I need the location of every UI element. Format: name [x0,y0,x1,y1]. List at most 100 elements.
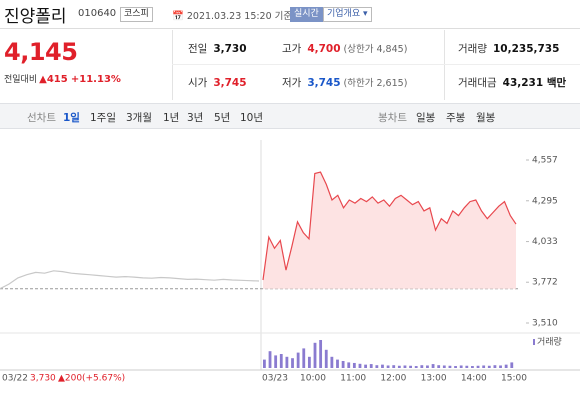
volume-bar [330,356,334,368]
change: 전일대비 ▲415 +11.13% [4,72,121,85]
timestamp: 📅 2021.03.23 15:20 기준(장종) [172,11,318,22]
volume-bar [347,362,351,368]
footer-pct: (+5.67%) [82,374,125,384]
volume-bar [471,366,474,368]
volume-bar [414,366,418,368]
volume-bar [482,365,486,368]
x-tick-label: 10:00 [300,374,326,384]
x-tick-label: 12:00 [380,374,406,384]
volume-bar [465,365,469,368]
volume-bar [341,361,345,368]
x-date-label: 03/23 [262,374,288,384]
company-button[interactable]: 기업개요 ▾ [323,7,372,22]
period-tab[interactable]: 3년 [187,112,204,124]
volume-bar [296,352,300,368]
period-tab[interactable]: 3개월 [126,112,153,124]
change-value: ▲415 [39,74,68,85]
legend-label: 거래량 [537,336,562,348]
stock-name: 진양폴리 [4,7,67,27]
volume-bar [381,364,384,368]
volume-bar [369,364,373,368]
tab-bar: 선차트 1일 1주일 3개월 1년 3년 5년 10년 봉차트 일봉 주봉 월봉 [0,103,580,129]
volume-bar [386,365,390,368]
volume-bar [358,363,362,368]
volume-bar [336,359,339,368]
quote-value: 10,235,735 [492,43,560,55]
divider [0,28,580,29]
quote-note: (상한가 4,845) [343,44,408,55]
current-price: 4,145 [4,38,78,66]
volume-bar [510,362,514,368]
volume-bar [448,365,452,368]
volume-bar [313,342,317,368]
volume-bar [459,365,463,368]
volume-bar [499,365,502,368]
period-tab[interactable]: 1일 [63,112,80,124]
volume-bar [375,365,379,368]
today-line [262,171,517,281]
quote-value: 3,745 [213,77,247,89]
tab-heading: 봉차트 [378,112,407,124]
chart: 3,510 3,772 4,033 4,295 4,557 거래량 03/22 3,730 ▲2… [0,140,580,384]
volume-bar [291,358,294,368]
volume-bar [403,365,407,368]
y-tick-label: 4,557 [532,156,558,166]
y-tick-label: 3,772 [532,278,558,288]
volume-bar [364,364,368,368]
stock-code: 010640 [78,8,117,19]
period-tab[interactable]: 10년 [240,112,264,124]
volume-bar [392,365,396,368]
quote-value: 3,745 [307,77,341,89]
volume-bar [263,359,266,368]
volume-bar [431,364,435,368]
volume-bar [442,365,446,368]
tab-heading: 선차트 [27,112,56,124]
volume-bar [476,365,480,368]
x-date-label: 03/22 [2,374,28,384]
volume-bar [397,365,401,368]
previous-day-line [0,270,260,290]
volume-bar [420,365,424,368]
x-tick-label: 13:00 [421,374,447,384]
quote-label: 고가 [282,43,302,55]
volume-bar [319,340,323,368]
quote-label: 거래대금 [458,77,497,89]
quote-item: 거래대금 43,231 백만 [458,75,566,90]
volume-bar [268,351,272,368]
x-tick-label: 11:00 [340,374,366,384]
quote-item: 시가 3,745 [188,75,247,90]
quote-label: 저가 [282,77,302,89]
volume-bar [302,348,306,368]
candle-tab[interactable]: 주봉 [446,112,466,124]
quote-item: 고가 4,700 (상한가 4,845) [282,41,407,56]
y-tick-label: 3,510 [532,319,558,329]
candle-tab[interactable]: 일봉 [416,112,436,124]
x-tick-label: 15:00 [501,374,527,384]
x-tick-label: 14:00 [461,374,487,384]
quote-value: 3,730 [213,43,247,55]
volume-bar [504,364,508,368]
y-tick-label: 4,295 [532,196,558,206]
candle-tab[interactable]: 월봉 [476,112,496,124]
legend-swatch [533,339,535,345]
footer-close: 3,730 [30,374,56,384]
quote-label: 시가 [188,77,208,89]
change-label: 전일대비 [4,75,38,85]
volume-bar [454,366,457,368]
timestamp-text: 2021.03.23 15:20 기준(장종) [186,11,318,22]
quote-item: 저가 3,745 (하한가 2,615) [282,75,407,90]
quote-item: 전일 3,730 [188,41,247,56]
footer-change: ▲200 [58,374,82,384]
period-tab[interactable]: 5년 [214,112,231,124]
divider [172,30,173,100]
market-badge: 코스피 [120,7,153,22]
volume-bar [279,354,283,368]
volume-bar [437,365,441,368]
today-area [263,172,516,289]
volume-bar [307,356,311,368]
period-tab[interactable]: 1주일 [90,112,117,124]
realtime-button[interactable]: 실시간 [290,7,323,22]
period-tab[interactable]: 1년 [163,112,180,124]
volume-bar [493,365,497,368]
